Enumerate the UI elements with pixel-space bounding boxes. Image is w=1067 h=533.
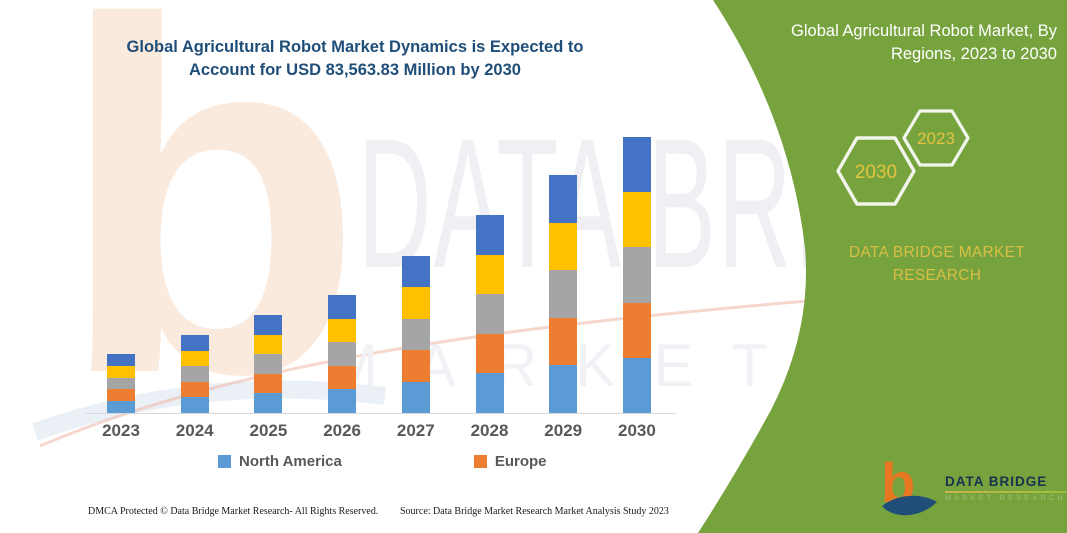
legend-swatch-europe <box>473 455 487 468</box>
bar-segment-unlabeled-yellow-2030 <box>622 192 651 248</box>
hexagon-2030-label: 2030 <box>855 162 897 183</box>
chart-title-line1: Global Agricultural Robot Market Dynamic… <box>126 38 584 56</box>
company-logo-icon: b <box>881 451 937 516</box>
bar-segment-unlabeled-dark-blue-2028 <box>475 215 504 255</box>
legend-swatch-north-america <box>218 455 231 468</box>
chart-legend: North America Europe <box>90 453 668 470</box>
chart-title: Global Agricultural Robot Market Dynamic… <box>95 36 615 83</box>
panel-heading-line1: Global Agricultural Robot Market, By <box>791 22 1057 40</box>
company-logo: b DATA BRIDGE MARKET RESEARCH <box>880 450 1066 522</box>
legend-label: North America <box>239 453 342 470</box>
bar-segment-unlabeled-yellow-2028 <box>475 254 504 295</box>
source-note: Source: Data Bridge Market Research Mark… <box>400 506 669 517</box>
bar-segment-unlabeled-gray-2030 <box>622 247 651 303</box>
year-hexagons: 2030 2023 <box>836 109 970 206</box>
panel-heading-line2: Regions, 2023 to 2030 <box>890 44 1057 63</box>
legend-item-europe: Europe <box>473 453 547 470</box>
bar-segment-unlabeled-yellow-2029 <box>549 222 578 271</box>
company-logo-text: DATA BRIDGE MARKET RESEARCH <box>945 474 1066 502</box>
bar-segment-unlabeled-dark-blue-2029 <box>549 175 578 223</box>
company-logo-divider <box>945 491 1066 493</box>
bar-segment-unlabeled-dark-blue-2027 <box>401 256 430 288</box>
hexagon-2023-label: 2023 <box>917 129 955 148</box>
dmca-notice: DMCA Protected © Data Bridge Market Rese… <box>88 506 379 517</box>
company-logo-name: DATA BRIDGE <box>945 474 1048 489</box>
bar-segment-unlabeled-dark-blue-2030 <box>622 137 651 193</box>
brand-wordmark: DATA BRIDGE MARKET RESEARCH <box>848 244 1026 285</box>
legend-label: Europe <box>494 453 547 470</box>
legend-item-north-america: North America <box>218 453 342 470</box>
panel-heading: Global Agricultural Robot Market, By Reg… <box>747 20 1057 66</box>
company-logo-subtitle: MARKET RESEARCH <box>945 495 1066 502</box>
chart-title-line2: Account for USD 83,563.83 Million by 203… <box>189 61 521 80</box>
